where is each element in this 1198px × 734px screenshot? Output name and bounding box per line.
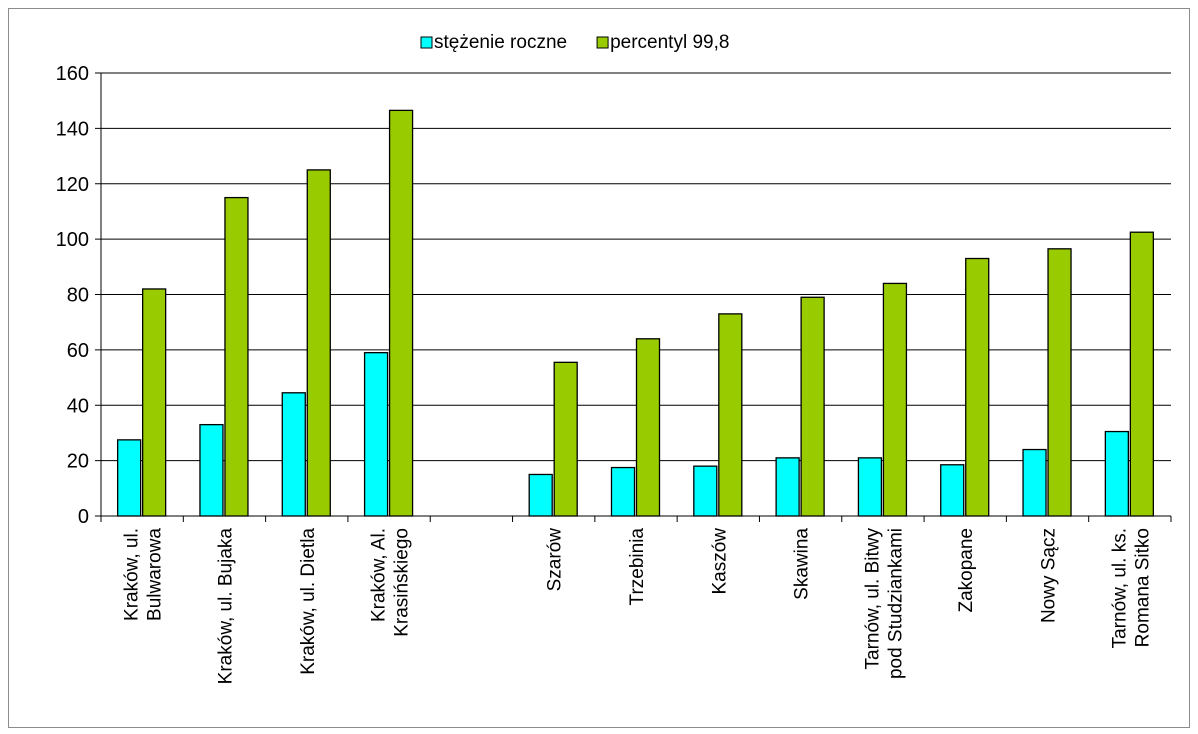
bars [117,109,1154,517]
x-tick-label: Krasińskiego [392,528,413,637]
bar [857,457,883,517]
x-tick-labels: Kraków, ul. Bulwarowa Kraków, ul. Bujaka Kr… [122,528,1154,685]
legend-label: stężenie roczne [434,32,567,53]
x-tick-label: pod Studziankami [885,528,906,679]
x-tick-label: Kaszów [709,528,730,595]
x-tick-label: Nowy Sącz [1039,528,1060,623]
axes [95,72,1172,522]
x-tick-label: Kraków, Al. [369,528,390,622]
bar [363,351,389,517]
bar [117,439,142,517]
bar [142,288,167,517]
x-tick-label: Bulwarowa [145,528,166,621]
bar [199,423,224,517]
bar-chart: 0 20 40 60 80 100 120 140 160 Kraków, ul. Bulwaro… [56,32,1172,685]
y-tick-label: 40 [67,395,89,417]
x-tick-label: Tarnów, ul. Bitwy [862,528,883,670]
legend-label: percentyl 99,8 [610,32,729,53]
bar [1047,248,1072,517]
chart-frame: 0 20 40 60 80 100 120 140 160 Kraków, ul. Bulwaro… [8,8,1190,728]
bar [1022,448,1047,517]
bar [306,169,331,517]
x-tick-label: Trzebinia [627,528,648,606]
x-tick-label: Zakopane [956,528,977,613]
y-tick-label: 0 [78,506,89,528]
x-tick-label: Kraków, ul. Bujaka [215,528,236,685]
bar [281,392,306,517]
x-tick-label: Tarnów, ul. ks. [1109,528,1130,648]
x-tick-label: Szarów [545,528,566,592]
x-tick-label: Kraków, ul. [122,528,143,621]
bar [388,109,414,517]
y-tick-label: 100 [56,229,89,251]
bar [775,457,800,517]
bar [224,196,249,517]
bar [965,257,990,517]
x-tick-label: Skawina [792,528,813,600]
bar [1129,231,1154,517]
y-tick-label: 120 [56,174,89,196]
y-tick-labels: 0 20 40 60 80 100 120 140 160 [56,63,89,528]
y-tick-label: 80 [67,285,89,307]
bar [940,464,965,517]
bar [800,296,825,517]
bar [693,465,718,517]
y-tick-label: 20 [67,451,89,473]
bar [1104,430,1129,517]
bar [718,313,743,517]
bar [553,361,578,517]
bar [635,338,661,517]
y-tick-label: 160 [56,63,89,85]
bar [528,473,553,517]
y-tick-label: 140 [56,118,89,140]
x-tick-label: Kraków, ul. Dietla [298,528,319,675]
legend-swatch [596,36,609,49]
legend-swatch [420,36,433,49]
x-tick-label: Romana Sitko [1132,528,1153,647]
y-tick-label: 60 [67,340,89,362]
legend: stężenie roczne percentyl 99,8 [420,32,729,53]
bar [882,282,908,517]
bar [610,466,636,517]
